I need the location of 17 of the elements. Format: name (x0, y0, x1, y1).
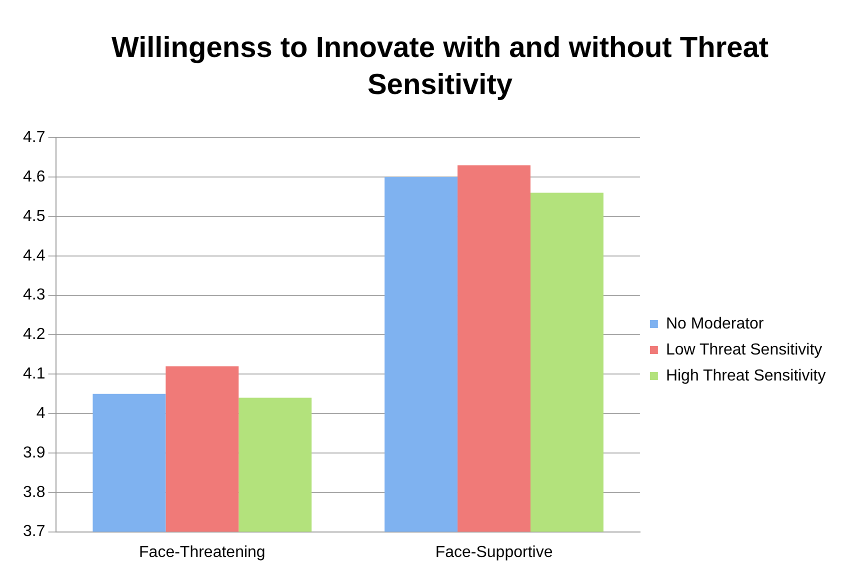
y-tick-label: 4.5 (22, 208, 46, 225)
y-tick-label: 4 (36, 404, 46, 422)
y-tick-label: 4.2 (22, 326, 46, 344)
y-tick-label: 4.6 (22, 168, 46, 186)
x-tick-label: Face-Threatening (139, 544, 266, 561)
y-tick-label: 3.8 (22, 484, 46, 501)
y-tick-label: 3.9 (22, 444, 46, 462)
legend-label: No Moderator (666, 315, 764, 332)
x-tick-label: Face-Supportive (435, 544, 553, 561)
y-tick-label: 4.4 (22, 247, 46, 264)
y-tick-label: 4.3 (22, 286, 46, 304)
legend-label: High Threat Sensitivity (666, 367, 826, 384)
y-tick-label: 4.1 (22, 366, 46, 383)
chart-title: Willingenss to Innovate with and without Threat Sensitivity (110, 31, 770, 103)
y-tick-label: 4.7 (22, 129, 46, 146)
legend-label: Low Threat Sensitivity (666, 341, 822, 358)
y-tick-label: 3.7 (22, 523, 46, 540)
